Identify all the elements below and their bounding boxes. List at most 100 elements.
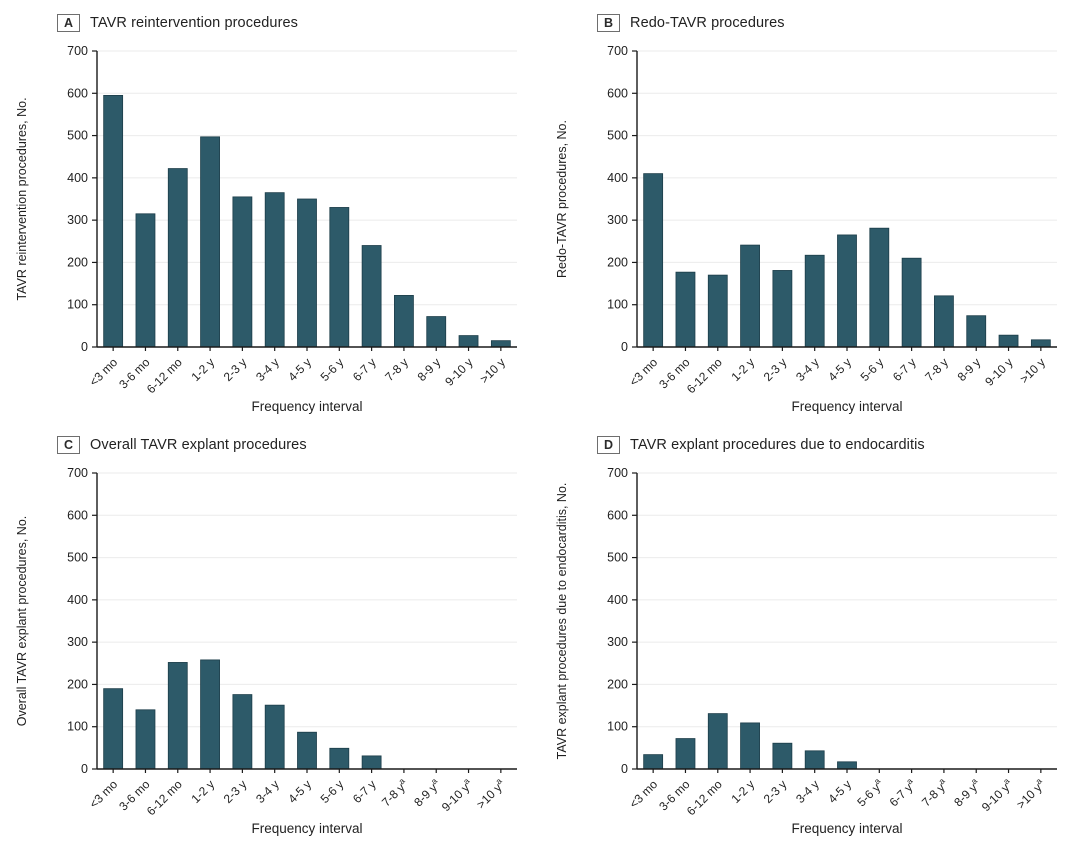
bar-A-6 <box>297 198 317 348</box>
bar-C-6 <box>297 731 317 770</box>
bar-B-1 <box>675 271 696 348</box>
svg-text:<3 mo: <3 mo <box>87 355 121 389</box>
svg-text:>10 ya: >10 ya <box>472 776 508 812</box>
panel-a: A TAVR reintervention procedures 0 100 200… <box>0 0 540 422</box>
svg-text:1-2 y: 1-2 y <box>188 355 217 384</box>
panel-a-letter-badge: A <box>57 13 81 33</box>
svg-text:3-4 y: 3-4 y <box>793 777 822 806</box>
svg-text:700: 700 <box>607 44 628 58</box>
svg-text:6-7 y: 6-7 y <box>350 777 379 806</box>
svg-text:4-5 y: 4-5 y <box>285 777 314 806</box>
svg-text:200: 200 <box>67 255 88 269</box>
svg-text:400: 400 <box>607 593 628 607</box>
bar-A-4 <box>232 196 253 348</box>
svg-text:100: 100 <box>607 720 628 734</box>
svg-text:2-3 y: 2-3 y <box>761 355 790 384</box>
svg-text:500: 500 <box>607 551 628 565</box>
bar-chart-overall-tavr-explant: 0 100 200 300 400 500 600 700 <3 mo 3-6 mo 6-12 mo… <box>0 461 540 843</box>
panel-b-title: Redo-TAVR procedures <box>630 15 785 31</box>
svg-text:<3 mo: <3 mo <box>87 777 121 811</box>
panel-c: C Overall TAVR explant procedures 0 100 20… <box>0 422 540 845</box>
svg-text:300: 300 <box>67 635 88 649</box>
svg-text:300: 300 <box>67 213 88 227</box>
svg-text:1-2 y: 1-2 y <box>728 777 757 806</box>
svg-text:4-5 y: 4-5 y <box>825 777 854 806</box>
panel-c-title: Overall TAVR explant procedures <box>90 437 307 453</box>
panel-d-header: D TAVR explant procedures due to endocar… <box>597 433 1080 457</box>
bar-C-7 <box>329 747 350 770</box>
svg-text:<3 mo: <3 mo <box>627 777 661 811</box>
bar-A-3 <box>200 136 220 348</box>
bar-B-8 <box>901 257 922 348</box>
svg-text:0: 0 <box>81 762 88 776</box>
svg-text:200: 200 <box>67 677 88 691</box>
bar-A-5 <box>264 192 285 348</box>
bar-chart-redo-tavr: 0 100 200 300 400 500 600 700 <3 mo 3-6 mo 6-12 mo… <box>540 39 1080 421</box>
svg-text:200: 200 <box>607 255 628 269</box>
panel-d: D TAVR explant procedures due to endocar… <box>540 422 1080 845</box>
svg-text:6-12 mo: 6-12 mo <box>144 777 185 818</box>
svg-text:Frequency interval: Frequency interval <box>251 821 362 836</box>
svg-text:2-3 y: 2-3 y <box>221 355 250 384</box>
bar-A-1 <box>135 213 156 348</box>
bar-B-7 <box>869 227 890 348</box>
panel-c-letter-badge: C <box>57 435 81 455</box>
bar-D-2 <box>707 713 728 770</box>
bar-B-3 <box>740 244 760 348</box>
bar-D-3 <box>740 722 760 770</box>
bar-C-1 <box>135 709 156 770</box>
bar-B-11 <box>998 334 1019 348</box>
svg-text:600: 600 <box>607 86 628 100</box>
svg-text:4-5 y: 4-5 y <box>825 355 854 384</box>
bar-D-6 <box>837 761 857 770</box>
bar-A-0 <box>103 95 124 348</box>
svg-text:1-2 y: 1-2 y <box>188 777 217 806</box>
panel-a-title: TAVR reintervention procedures <box>90 15 299 31</box>
bar-C-3 <box>200 659 220 770</box>
svg-text:3-4 y: 3-4 y <box>253 777 282 806</box>
svg-text:3-4 y: 3-4 y <box>793 355 822 384</box>
bar-A-12 <box>490 340 511 348</box>
bar-C-2 <box>167 662 188 770</box>
bar-chart-tavr-reintervention: 0 100 200 300 400 500 600 700 <3 mo 3-6 mo 6-12 mo… <box>0 39 540 421</box>
svg-text:100: 100 <box>67 298 88 312</box>
svg-text:0: 0 <box>81 340 88 354</box>
panel-a-header: A TAVR reintervention procedures <box>57 11 540 35</box>
panel-d-letter-badge: D <box>597 435 621 455</box>
svg-text:300: 300 <box>607 213 628 227</box>
svg-text:TAVR reintervention procedures: TAVR reintervention procedures, No. <box>15 97 29 300</box>
svg-text:500: 500 <box>607 129 628 143</box>
bar-D-4 <box>772 742 793 770</box>
svg-text:Frequency interval: Frequency interval <box>791 821 902 836</box>
bar-B-9 <box>934 295 954 348</box>
bar-D-0 <box>643 754 664 770</box>
panel-b-letter-badge: B <box>597 13 621 33</box>
svg-text:Frequency interval: Frequency interval <box>251 399 362 414</box>
bar-A-8 <box>361 245 382 348</box>
svg-text:300: 300 <box>607 635 628 649</box>
svg-text:3-4 y: 3-4 y <box>253 355 282 384</box>
bar-C-8 <box>361 755 382 770</box>
svg-text:9-10 y: 9-10 y <box>982 355 1015 388</box>
bar-A-11 <box>458 335 479 348</box>
svg-text:5-6 y: 5-6 y <box>318 355 347 384</box>
bar-A-10 <box>426 316 447 348</box>
svg-text:Frequency interval: Frequency interval <box>791 399 902 414</box>
svg-text:500: 500 <box>67 129 88 143</box>
svg-text:6-7 ya: 6-7 ya <box>885 776 919 810</box>
svg-text:5-6 y: 5-6 y <box>858 355 887 384</box>
svg-text:7-8 y: 7-8 y <box>922 355 951 384</box>
svg-text:>10 y: >10 y <box>477 355 508 386</box>
svg-text:2-3 y: 2-3 y <box>221 777 250 806</box>
svg-text:6-12 mo: 6-12 mo <box>684 355 725 396</box>
bar-C-5 <box>264 704 285 770</box>
panel-b: B Redo-TAVR procedures 0 100 200 300 400 500 6… <box>540 0 1080 422</box>
svg-text:8-9 y: 8-9 y <box>955 355 984 384</box>
bar-B-10 <box>966 315 987 348</box>
panel-c-header: C Overall TAVR explant procedures <box>57 433 540 457</box>
bar-B-4 <box>772 270 793 348</box>
svg-text:700: 700 <box>67 466 88 480</box>
svg-text:4-5 y: 4-5 y <box>285 355 314 384</box>
svg-text:0: 0 <box>621 340 628 354</box>
